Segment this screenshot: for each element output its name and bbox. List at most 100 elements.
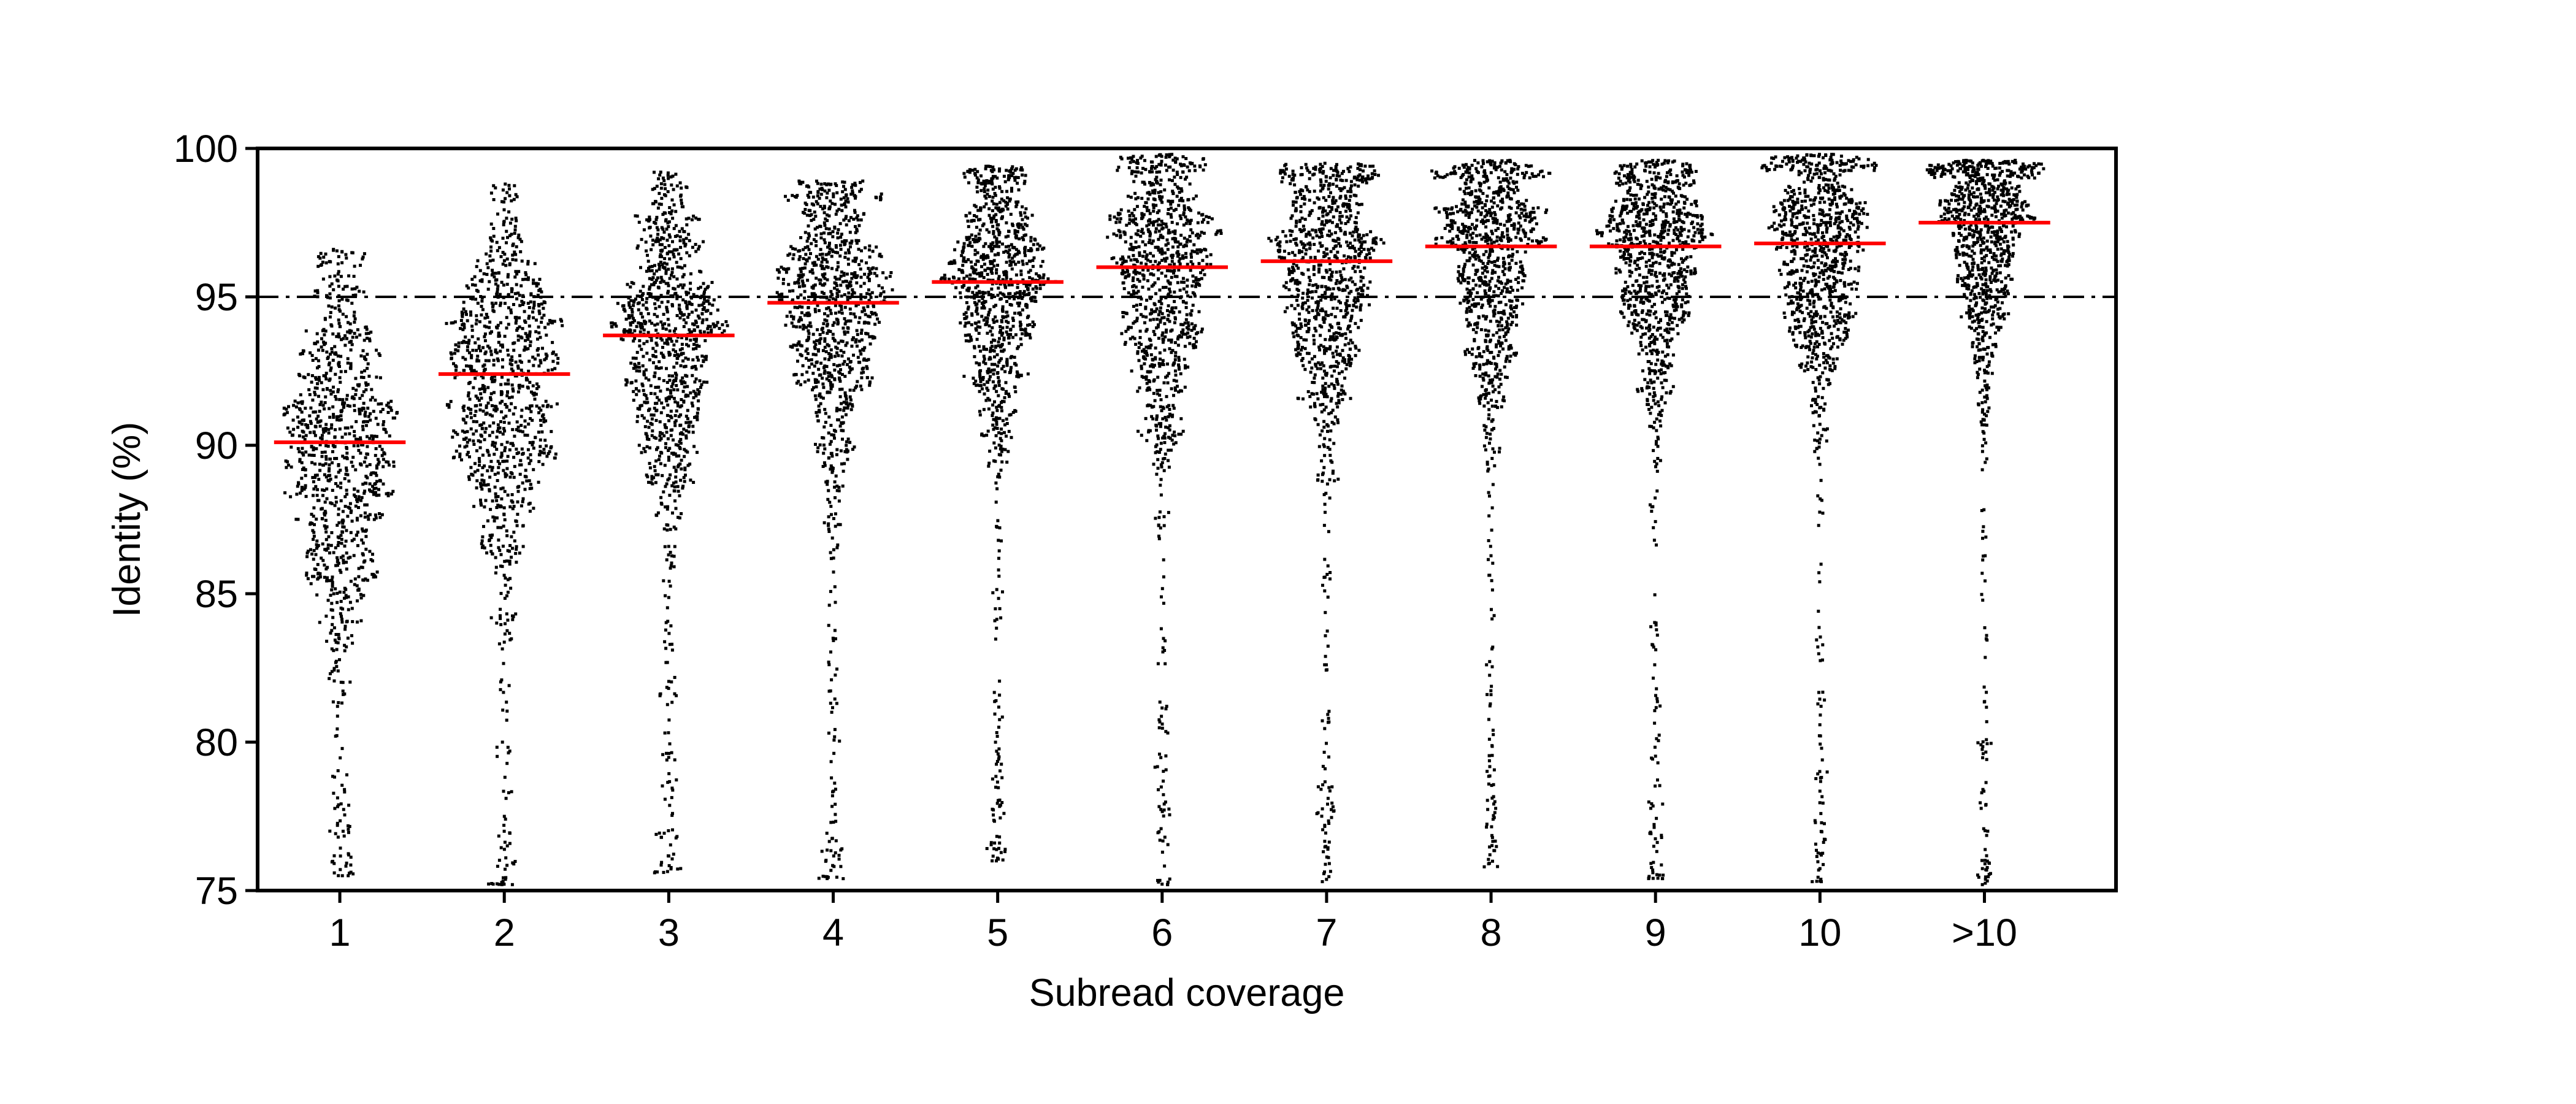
data-point [346, 404, 350, 407]
data-point [865, 292, 868, 296]
data-point [996, 293, 1000, 297]
data-point [830, 454, 834, 458]
data-point [686, 385, 689, 388]
data-point [317, 394, 320, 398]
data-point [646, 331, 650, 334]
data-point [362, 390, 366, 394]
data-point [310, 354, 314, 358]
data-point [800, 279, 804, 283]
data-point [486, 344, 489, 348]
data-point [629, 305, 632, 309]
data-point [839, 368, 842, 372]
data-point [654, 341, 658, 345]
data-point [1205, 215, 1208, 218]
data-point [974, 263, 977, 266]
data-point [324, 377, 328, 381]
data-point [1016, 345, 1020, 348]
data-point [326, 355, 330, 359]
data-point [976, 170, 979, 174]
data-point [318, 575, 322, 579]
data-point [982, 318, 986, 322]
data-point [351, 386, 355, 390]
data-point [829, 312, 833, 315]
data-point [305, 573, 309, 577]
data-point [316, 291, 320, 294]
data-point [289, 495, 293, 499]
data-point [624, 378, 628, 381]
data-point [508, 187, 511, 191]
data-point [1019, 213, 1023, 217]
data-point [484, 350, 488, 354]
data-point [832, 556, 835, 560]
data-point [312, 531, 316, 534]
data-point [330, 347, 334, 350]
data-point [348, 680, 352, 684]
data-point [347, 595, 350, 599]
data-point [331, 700, 335, 703]
data-point [626, 283, 629, 286]
data-point [807, 329, 810, 332]
data-point [476, 259, 480, 263]
data-point [488, 280, 491, 283]
data-point [488, 413, 492, 416]
data-point [712, 298, 716, 302]
data-point [313, 424, 317, 428]
data-point [667, 756, 670, 759]
data-point [504, 583, 507, 587]
data-point [521, 430, 524, 434]
data-point [489, 543, 493, 547]
data-point [827, 243, 831, 247]
data-point [982, 360, 986, 364]
data-point [352, 444, 356, 448]
data-point [516, 291, 520, 295]
data-point [354, 504, 358, 508]
data-point [480, 305, 483, 308]
data-point [692, 293, 696, 296]
data-point [309, 420, 312, 423]
data-point [826, 331, 829, 335]
data-point [653, 186, 656, 190]
data-point [662, 579, 665, 583]
data-point [1005, 362, 1009, 366]
data-point [473, 275, 477, 278]
data-point [330, 282, 334, 286]
data-point [350, 461, 353, 464]
data-point [480, 478, 484, 482]
data-point [339, 325, 342, 329]
data-point [1000, 439, 1003, 443]
data-point [855, 228, 859, 231]
data-point [375, 348, 378, 352]
data-point [372, 471, 375, 475]
data-point [504, 818, 507, 821]
data-point [377, 462, 380, 466]
data-point [656, 285, 660, 289]
data-point [670, 648, 674, 652]
data-point [461, 429, 464, 433]
data-point [844, 199, 848, 203]
data-point [662, 406, 665, 410]
data-point [986, 188, 990, 192]
data-point [502, 220, 506, 223]
data-point [867, 288, 870, 292]
data-point [527, 276, 530, 280]
data-point [322, 427, 326, 431]
data-point [460, 310, 464, 314]
data-point [974, 379, 978, 383]
data-point [359, 264, 362, 267]
data-point [1020, 297, 1024, 301]
data-point [997, 344, 1000, 348]
data-point [827, 456, 830, 459]
data-point [312, 446, 315, 450]
data-point [663, 423, 667, 426]
data-point [342, 337, 345, 340]
data-point [821, 274, 825, 277]
data-point [665, 870, 669, 873]
data-point [654, 832, 658, 836]
data-point [794, 247, 797, 251]
data-point [494, 272, 497, 275]
data-point [857, 339, 861, 343]
data-point [483, 339, 487, 342]
data-point [996, 519, 1000, 523]
data-point [829, 650, 832, 654]
data-point [345, 567, 348, 571]
